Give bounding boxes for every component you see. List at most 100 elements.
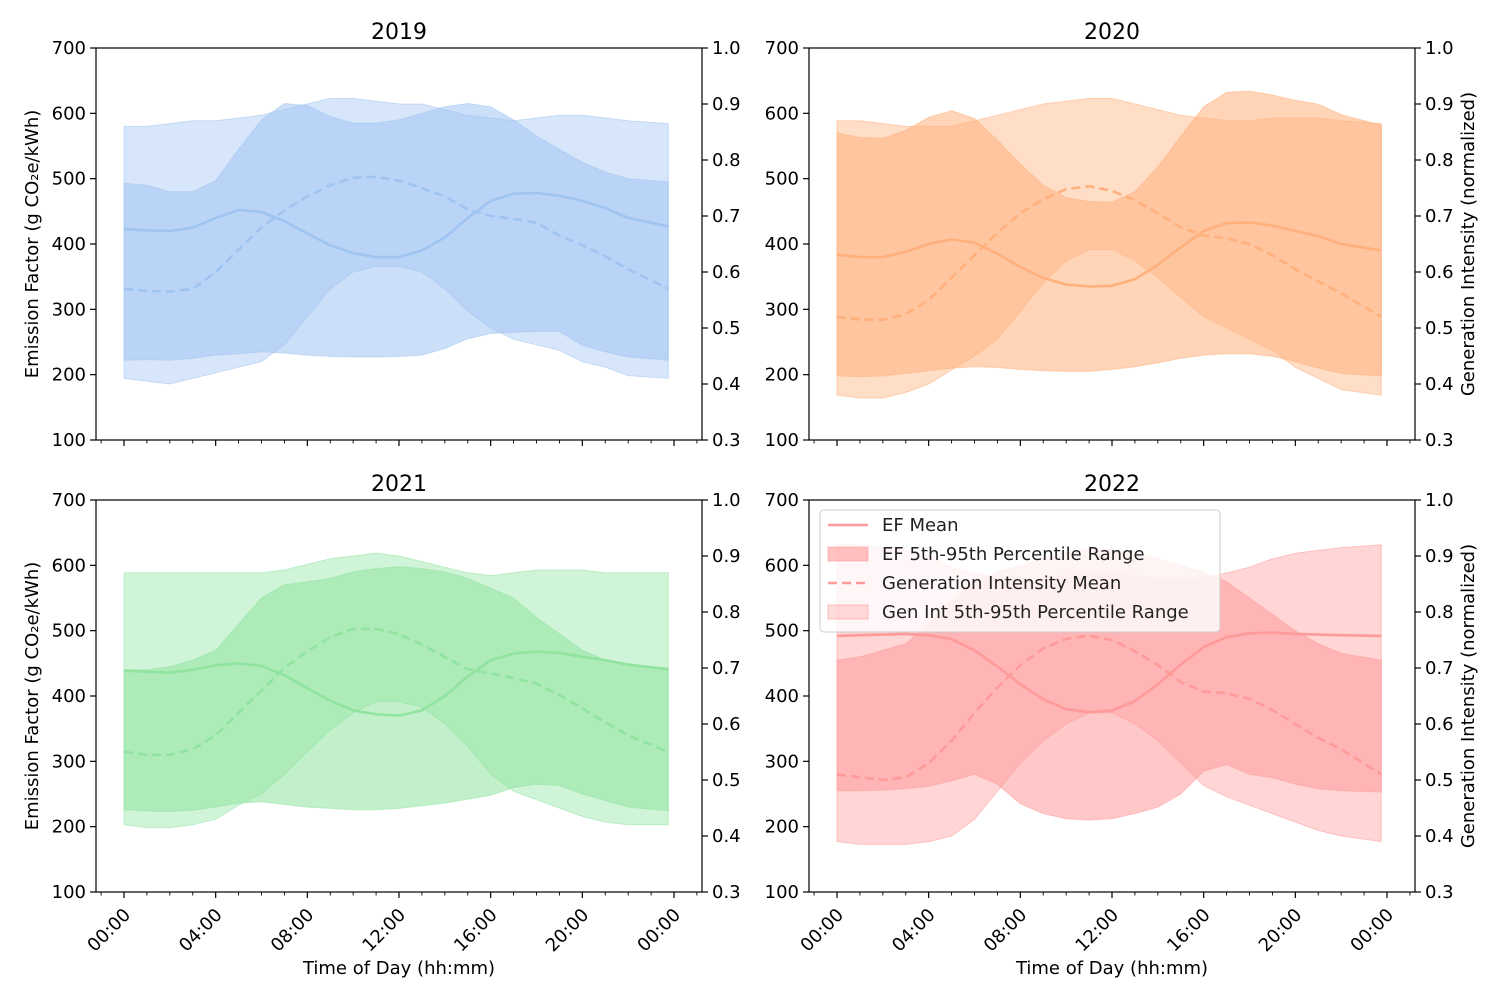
y2-tick-label: 0.9 [1425, 546, 1454, 567]
panel-2022: 100 200 300 400 500 600 700 0.3 0.4 0.5 0.6 0.7 0.8 0… [765, 472, 1479, 979]
y2-tick-label: 1.0 [1425, 490, 1454, 511]
x-tick-label: 08:00 [267, 905, 319, 957]
y2-tick-label: 1.0 [1425, 38, 1454, 59]
y2-tick-label: 0.3 [712, 882, 741, 903]
y-axis-label: Emission Factor (g CO₂e/kWh) [22, 562, 43, 831]
y2-tick-label: 0.8 [1425, 150, 1454, 171]
legend-swatch-gen-band [827, 604, 869, 620]
y2-tick-label: 0.3 [1425, 430, 1454, 451]
y-tick-label: 400 [52, 686, 86, 707]
y2-tick-label: 0.7 [1425, 658, 1454, 679]
y2-tick-label: 0.6 [1425, 714, 1454, 735]
y-tick-label: 300 [765, 751, 799, 772]
y2-tick-label: 0.4 [1425, 826, 1454, 847]
ef-mean-line-2022 [836, 631, 1382, 714]
y-tick-label: 100 [765, 882, 799, 903]
y-tick-label: 100 [52, 430, 86, 451]
y2-tick-label: 0.3 [712, 430, 741, 451]
y-tick-label: 600 [52, 555, 86, 576]
y-tick-label: 700 [765, 490, 799, 511]
y2-tick-label: 0.9 [712, 546, 741, 567]
y2-tick-label: 1.0 [712, 490, 741, 511]
panel-title: 2020 [1084, 20, 1140, 45]
legend-entry-label: EF Mean [882, 515, 959, 536]
ef-band-2020 [836, 90, 1382, 378]
y2-tick-label: 0.5 [1425, 318, 1454, 339]
y-tick-label: 700 [52, 490, 86, 511]
legend-entry-label: EF 5th-95th Percentile Range [882, 544, 1145, 565]
y2-tick-label: 0.6 [712, 714, 741, 735]
y2-axis-label: Generation Intensity (normalized) [1458, 92, 1479, 396]
x-tick-label: 00:00 [1346, 905, 1398, 957]
y2-tick-label: 0.3 [1425, 882, 1454, 903]
panel-title: 2022 [1084, 472, 1140, 497]
y2-tick-label: 0.7 [1425, 206, 1454, 227]
y-tick-label: 200 [52, 365, 86, 386]
legend-entry-label: Generation Intensity Mean [882, 573, 1121, 594]
x-tick-label: 00:00 [83, 905, 135, 957]
x-tick-label: 04:00 [175, 905, 227, 957]
y-tick-label: 300 [52, 751, 86, 772]
x-tick-label: 00:00 [633, 905, 685, 957]
y2-tick-label: 0.5 [712, 318, 741, 339]
gen-int-mean-line-2022 [836, 634, 1382, 782]
y2-tick-label: 0.7 [712, 206, 741, 227]
gen-int-mean-line-2019 [123, 175, 669, 293]
y2-tick-label: 0.4 [712, 826, 741, 847]
x-tick-label: 20:00 [542, 905, 594, 957]
y2-tick-label: 0.7 [712, 658, 741, 679]
ef-band-2019 [123, 102, 669, 361]
x-tick-label: 12:00 [358, 905, 410, 957]
y-tick-label: 400 [765, 686, 799, 707]
panel-2021: 100 200 300 400 500 600 700 0.3 0.4 0.5 0.6 0.7 0.8 0… [22, 472, 741, 979]
legend-entry-label: Gen Int 5th-95th Percentile Range [882, 602, 1189, 623]
gen-int-mean-line-2021 [123, 627, 669, 757]
x-tick-label: 16:00 [450, 905, 502, 957]
y-tick-label: 500 [765, 169, 799, 190]
y2-tick-label: 0.6 [1425, 262, 1454, 283]
y-tick-label: 700 [52, 38, 86, 59]
y-tick-label: 600 [52, 103, 86, 124]
x-tick-label: 20:00 [1255, 905, 1307, 957]
y-tick-label: 300 [765, 299, 799, 320]
y2-tick-label: 0.8 [712, 150, 741, 171]
x-axis-label: Time of Day (hh:mm) [1015, 958, 1208, 979]
panel-2019: 100 200 300 400 500 600 700 0.3 0.4 0.5 0.6 0.7 0.8 0… [22, 20, 741, 451]
y-tick-label: 200 [52, 817, 86, 838]
y-tick-label: 100 [765, 430, 799, 451]
y-tick-label: 400 [52, 234, 86, 255]
y-tick-label: 200 [765, 365, 799, 386]
y2-tick-label: 0.4 [712, 374, 741, 395]
y-tick-label: 500 [52, 621, 86, 642]
x-axis-label: Time of Day (hh:mm) [302, 958, 495, 979]
x-tick-label: 16:00 [1163, 905, 1215, 957]
legend-box [819, 509, 1221, 633]
y-tick-label: 700 [765, 38, 799, 59]
ef-mean-line-2019 [123, 191, 669, 259]
y-tick-label: 500 [765, 621, 799, 642]
y2-tick-label: 0.5 [712, 770, 741, 791]
ef-mean-line-2020 [836, 221, 1382, 288]
y-tick-label: 400 [765, 234, 799, 255]
y2-tick-label: 0.4 [1425, 374, 1454, 395]
y2-tick-label: 0.8 [1425, 602, 1454, 623]
gen-int-mean-line-2020 [836, 185, 1382, 321]
x-tick-label: 08:00 [980, 905, 1032, 957]
y2-tick-label: 0.8 [712, 602, 741, 623]
panel-title: 2019 [371, 20, 427, 45]
legend-swatch-ef-band [827, 546, 869, 562]
y2-tick-label: 0.5 [1425, 770, 1454, 791]
x-tick-label: 12:00 [1071, 905, 1123, 957]
x-tick-label: 00:00 [796, 905, 848, 957]
y2-axis-label: Generation Intensity (normalized) [1458, 544, 1479, 848]
y2-tick-label: 0.9 [712, 94, 741, 115]
y-tick-label: 600 [765, 555, 799, 576]
y2-tick-label: 0.6 [712, 262, 741, 283]
y-axis-label: Emission Factor (g CO₂e/kWh) [22, 110, 43, 379]
y-tick-label: 100 [52, 882, 86, 903]
ef-band-2021 [123, 566, 669, 813]
y2-tick-label: 0.9 [1425, 94, 1454, 115]
y2-tick-label: 1.0 [712, 38, 741, 59]
y-tick-label: 500 [52, 169, 86, 190]
